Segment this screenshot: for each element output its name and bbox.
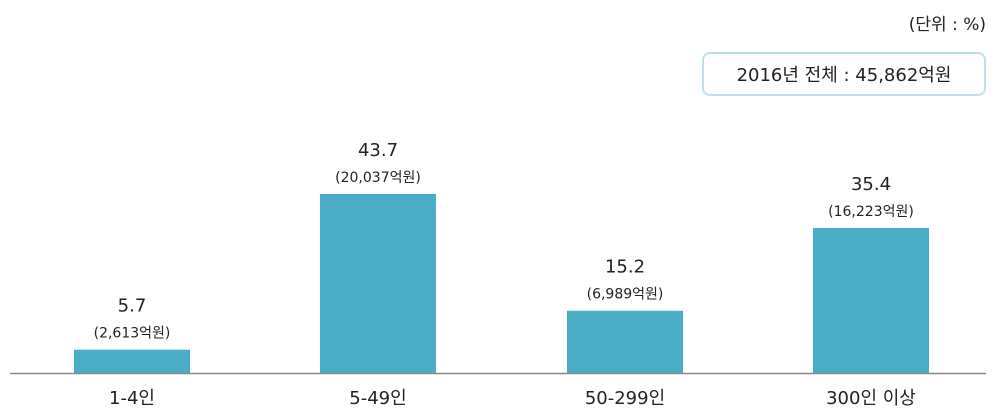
- category-label-4: 300인 이상: [826, 388, 916, 409]
- value-label-1: 5.7: [118, 296, 147, 317]
- bar-2: [320, 194, 436, 373]
- unit-label: (단위 : %): [908, 15, 986, 35]
- bar-1: [74, 349, 190, 373]
- category-label-1: 1-4인: [109, 388, 155, 409]
- amount-label-4: (16,223억원): [828, 204, 914, 220]
- category-label-2: 5-49인: [349, 388, 406, 409]
- bar-3: [567, 310, 683, 373]
- category-label-3: 50-299인: [585, 388, 665, 409]
- amount-label-1: (2,613억원): [94, 326, 171, 342]
- labels-layer: 5.7 (2,613억원) 1-4인 43.7 (20,037억원) 5-49인 15.2 (…: [94, 140, 916, 409]
- bars-layer: [74, 194, 929, 373]
- bar-4: [813, 227, 929, 373]
- amount-label-2: (20,037억원): [335, 170, 421, 186]
- value-label-4: 35.4: [851, 174, 891, 195]
- value-label-2: 43.7: [358, 140, 398, 161]
- value-label-3: 15.2: [605, 257, 645, 278]
- total-summary-box: 2016년 전체 : 45,862억원: [702, 52, 986, 96]
- total-summary-text: 2016년 전체 : 45,862억원: [736, 65, 952, 86]
- amount-label-3: (6,989억원): [587, 287, 664, 303]
